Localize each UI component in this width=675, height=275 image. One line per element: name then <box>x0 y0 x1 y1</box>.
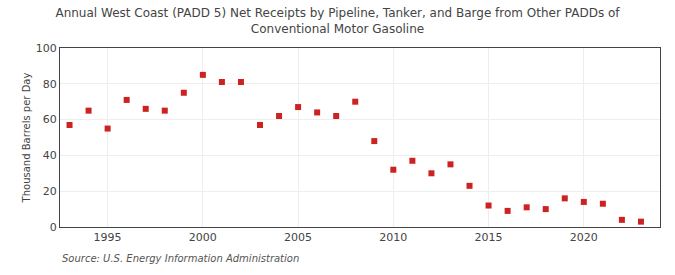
svg-text:Annual West Coast (PADD 5) Net: Annual West Coast (PADD 5) Net Receipts … <box>55 6 620 36</box>
svg-text:2000: 2000 <box>189 231 217 244</box>
svg-text:2010: 2010 <box>379 231 407 244</box>
svg-text:60: 60 <box>43 113 57 126</box>
svg-text:2020: 2020 <box>570 231 598 244</box>
svg-text:Thousand Barrels per Day: Thousand Barrels per Day <box>21 73 32 204</box>
svg-text:2015: 2015 <box>475 231 503 244</box>
svg-text:100: 100 <box>36 42 57 55</box>
svg-text:2005: 2005 <box>284 231 312 244</box>
svg-text:Source: U.S. Energy Informatio: Source: U.S. Energy Information Administ… <box>62 253 299 264</box>
svg-text:40: 40 <box>43 149 57 162</box>
svg-text:0: 0 <box>50 221 57 234</box>
svg-text:80: 80 <box>43 78 57 91</box>
svg-text:1995: 1995 <box>94 231 122 244</box>
svg-text:20: 20 <box>43 185 57 198</box>
